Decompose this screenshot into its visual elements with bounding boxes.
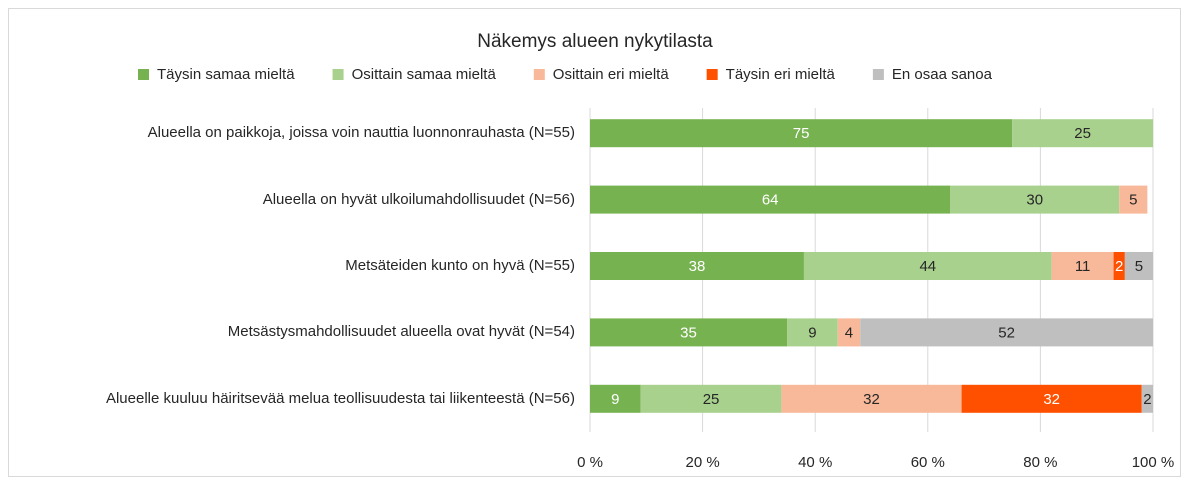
data-label: 5	[1129, 192, 1137, 209]
data-label: 32	[863, 391, 880, 408]
category-label-box: Alueelle kuuluu häiritsevää melua teolli…	[5, 374, 575, 424]
x-tick-label: 80 %	[1023, 454, 1057, 471]
legend-swatch	[872, 69, 884, 80]
bar-segment	[640, 384, 782, 413]
bar-segment	[1141, 384, 1153, 413]
bar-segment	[803, 252, 1052, 280]
x-tick-label: 100 %	[1132, 454, 1175, 471]
bar-segment	[781, 384, 962, 413]
x-tick-label: 60 %	[911, 454, 945, 471]
y-tick-label: Metsäteiden kunto on hyvä (N=55)	[345, 257, 575, 274]
bar-segment	[590, 252, 804, 280]
data-label: 32	[1043, 391, 1060, 408]
legend-swatch	[138, 69, 149, 80]
category-label-box: Metsästysmahdollisuudet alueella ovat hy…	[5, 307, 575, 357]
data-label: 75	[793, 125, 810, 142]
x-tick-label: 40 %	[798, 454, 832, 471]
category-label-box: Alueella on paikkoja, joissa voin nautti…	[5, 108, 575, 158]
data-label: 2	[1143, 391, 1151, 408]
y-tick-label: Metsästysmahdollisuudet alueella ovat hy…	[227, 323, 575, 341]
data-label: 5	[1135, 258, 1143, 275]
data-label: 52	[998, 324, 1015, 341]
category-label-box: Metsäteiden kunto on hyvä (N=55)	[5, 241, 575, 291]
legend-label: Täysin samaa mieltä	[157, 66, 295, 83]
data-label: 38	[689, 258, 706, 275]
legend-swatch	[332, 69, 344, 80]
legend-swatch	[706, 69, 718, 80]
bar-segment	[590, 119, 1013, 148]
x-tick-label: 0 %	[577, 454, 603, 471]
data-label: 9	[611, 391, 619, 408]
legend-swatch	[533, 69, 545, 80]
bar-segment	[1051, 252, 1114, 280]
y-tick-label: Alueella on hyvät ulkoilumahdollisuudet …	[262, 190, 575, 208]
y-tick-label: Alueella on paikkoja, joissa voin nautti…	[147, 124, 575, 142]
data-label: 30	[1026, 192, 1043, 209]
data-label: 44	[919, 258, 936, 275]
bar-segment	[787, 318, 838, 347]
bar-segment	[1113, 252, 1125, 280]
x-tick-label: 20 %	[685, 454, 719, 471]
chart-title: Näkemys alueen nykytilasta	[477, 31, 713, 52]
data-label: 35	[680, 324, 697, 341]
data-label: 25	[1074, 125, 1091, 142]
category-label-box: Alueella on hyvät ulkoilumahdollisuudet …	[5, 175, 575, 225]
bar-segment	[590, 185, 951, 214]
data-label: 9	[808, 324, 816, 341]
legend-label: Täysin eri mieltä	[726, 66, 836, 83]
bar-segment	[961, 384, 1142, 413]
bar-segment	[950, 185, 1120, 214]
data-label: 64	[762, 192, 779, 209]
bar-segment	[1012, 119, 1153, 148]
bar-segment	[837, 318, 861, 347]
bar-segment	[1124, 252, 1153, 280]
bar-segment	[590, 318, 788, 347]
bar-segment	[590, 384, 641, 413]
legend-label: Osittain eri mieltä	[553, 66, 670, 83]
data-label: 11	[1075, 258, 1091, 275]
data-label: 2	[1115, 258, 1123, 275]
data-label: 25	[703, 391, 720, 408]
y-tick-label: Alueelle kuuluu häiritsevää melua teolli…	[105, 389, 575, 407]
bar-segment	[1119, 185, 1148, 214]
data-label: 4	[845, 324, 853, 341]
legend-label: En osaa sanoa	[892, 66, 993, 83]
bar-segment	[860, 318, 1153, 347]
legend-label: Osittain samaa mieltä	[352, 66, 497, 83]
